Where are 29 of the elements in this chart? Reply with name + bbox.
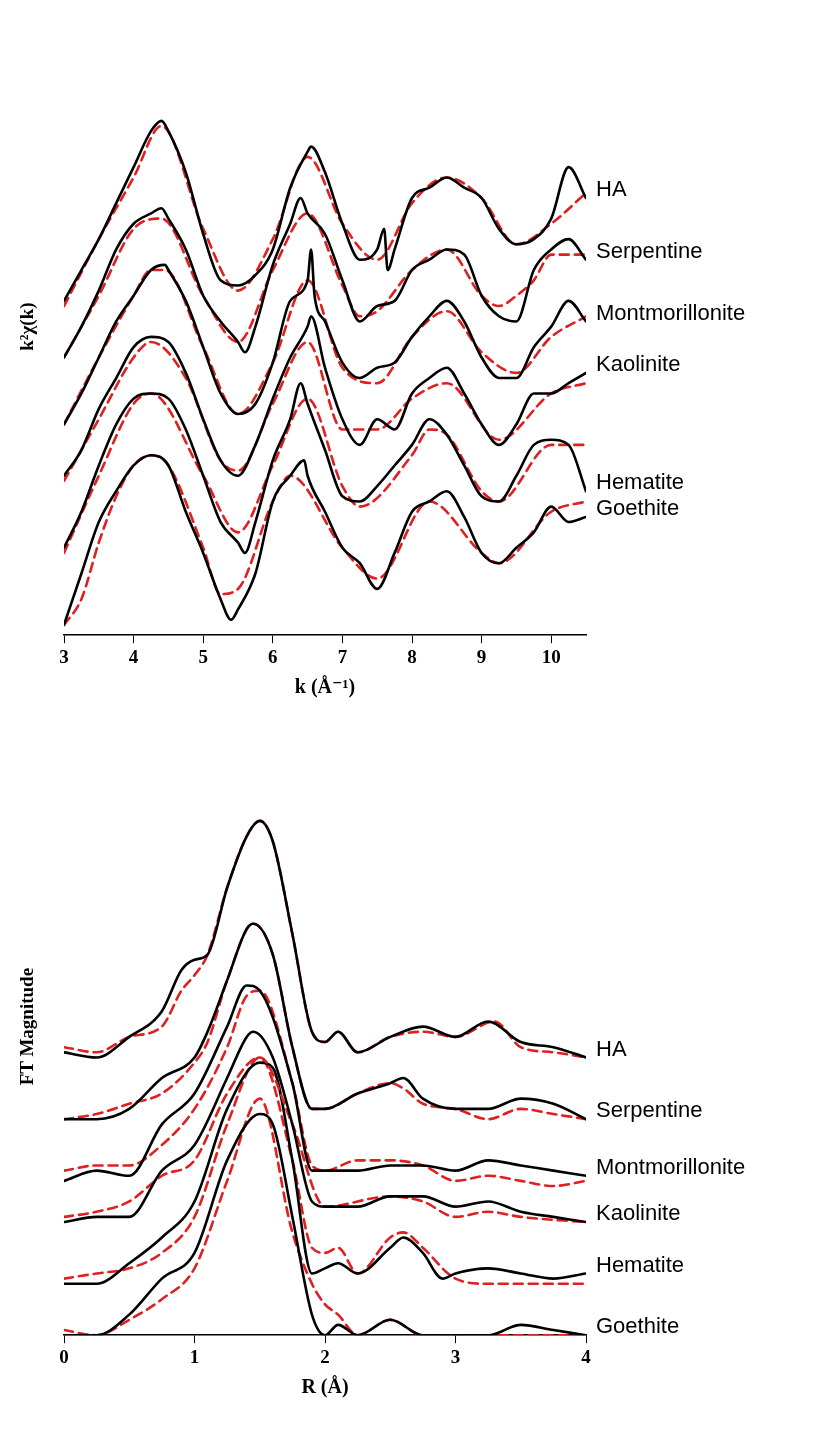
x-tick-label: 0 [59,1345,69,1367]
series-label: HA [596,176,627,202]
series-label: Goethite [596,494,680,520]
x-axis-title: k (Å⁻¹) [294,675,356,699]
x-tick-label: 3 [59,645,69,667]
series-label: Serpentine [596,237,703,263]
x-tick-label: 8 [407,645,417,667]
series-label: Montmorillonite [596,299,746,325]
x-tick-label: 7 [337,645,348,667]
x-tick-label: 6 [268,645,278,667]
series-label: HA [596,1035,627,1061]
x-axis-title: R (Å) [301,1375,349,1399]
series-label: Hematite [596,1251,685,1277]
x-tick-label: 9 [476,645,487,667]
series-label: Hematite [596,469,685,495]
series-label: Kaolinite [596,1200,681,1226]
series-label: Kaolinite [596,350,681,376]
x-tick-label: 3 [450,1345,461,1367]
series-label: Goethite [596,1313,680,1339]
y-axis-title: k²χ(k) [15,302,38,351]
y-axis-title: FT Magnitude [15,967,37,1086]
x-tick-label: 2 [320,1345,330,1367]
x-tick-label: 4 [128,645,139,667]
x-tick-label: 10 [541,645,561,667]
x-tick-label: 4 [581,1345,592,1367]
series-label: Serpentine [596,1097,703,1123]
x-tick-label: 5 [198,645,208,667]
x-tick-label: 1 [189,1345,200,1367]
series-label: Montmorillonite [596,1153,746,1179]
